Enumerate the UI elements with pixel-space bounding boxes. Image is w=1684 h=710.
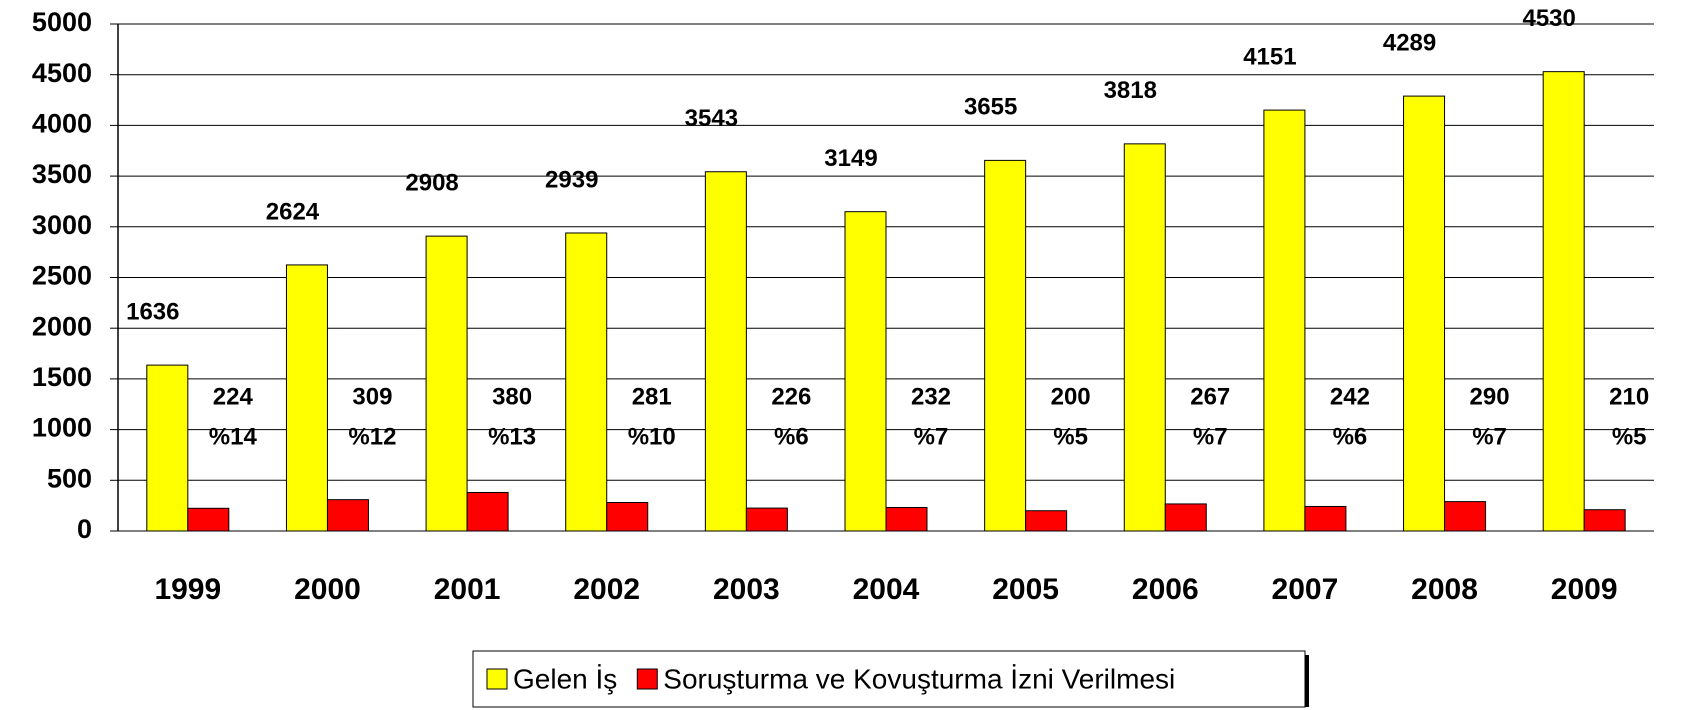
x-tick-label: 2008 (1411, 573, 1478, 606)
y-tick-label: 4500 (32, 58, 92, 88)
bar (1304, 505, 1347, 532)
value-label: 281 (632, 383, 672, 410)
value-label: 4530 (1522, 5, 1575, 32)
bar (885, 506, 928, 532)
bar (565, 232, 608, 532)
value-label: 224 (213, 383, 254, 410)
value-label: 267 (1190, 383, 1230, 410)
percent-label: %7 (1193, 423, 1228, 450)
bar (606, 502, 649, 532)
y-tick-label: 2500 (32, 261, 92, 291)
value-label: 4151 (1243, 43, 1296, 70)
x-tick-label: 2003 (713, 573, 780, 606)
x-tick-label: 2001 (434, 573, 501, 606)
y-tick-label: 4000 (32, 109, 92, 139)
value-label: 380 (492, 383, 532, 410)
bar (844, 211, 887, 532)
value-label: 2908 (405, 169, 458, 196)
x-tick-label: 2004 (853, 573, 920, 606)
legend-box (472, 650, 1306, 708)
bar (1025, 510, 1068, 532)
percent-label: %6 (774, 423, 809, 450)
y-tick-label: 1000 (32, 413, 92, 443)
percent-label: %14 (209, 423, 258, 450)
percent-label: %12 (348, 423, 396, 450)
bar (704, 171, 747, 532)
legend-swatch (636, 668, 658, 690)
bar (1164, 503, 1207, 532)
value-label: 200 (1051, 383, 1091, 410)
bar (1403, 95, 1446, 532)
x-tick-label: 2007 (1272, 573, 1339, 606)
value-label: 309 (352, 383, 392, 410)
value-label: 226 (771, 383, 811, 410)
legend-swatch (486, 668, 508, 690)
bar (187, 507, 230, 532)
value-label: 2939 (545, 166, 598, 193)
value-label: 3543 (685, 105, 738, 132)
y-tick-label: 1500 (32, 362, 92, 392)
percent-label: %5 (1612, 423, 1647, 450)
value-label: 242 (1330, 383, 1370, 410)
y-tick-label: 5000 (32, 7, 92, 37)
x-tick-label: 2005 (992, 573, 1059, 606)
bar (285, 264, 328, 532)
x-tick-label: 2000 (294, 573, 361, 606)
bar (745, 507, 788, 532)
value-label: 290 (1470, 383, 1510, 410)
percent-label: %7 (914, 423, 949, 450)
bar (1263, 109, 1306, 532)
value-label: 4289 (1383, 29, 1436, 56)
bar (146, 364, 189, 532)
percent-label: %7 (1472, 423, 1507, 450)
value-label: 3818 (1104, 77, 1157, 104)
value-label: 1636 (126, 298, 179, 325)
x-tick-label: 1999 (154, 573, 221, 606)
bar (466, 491, 509, 532)
y-tick-label: 3500 (32, 159, 92, 189)
y-tick-label: 3000 (32, 210, 92, 240)
y-tick-label: 500 (47, 463, 92, 493)
value-label: 3149 (824, 145, 877, 172)
y-tick-label: 2000 (32, 311, 92, 341)
bar (1123, 143, 1166, 532)
bar (1542, 71, 1585, 532)
x-tick-label: 2002 (573, 573, 640, 606)
percent-label: %10 (628, 423, 676, 450)
value-label: 210 (1609, 383, 1649, 410)
percent-label: %5 (1053, 423, 1088, 450)
value-label: 3655 (964, 94, 1017, 121)
x-tick-label: 2009 (1551, 573, 1618, 606)
value-label: 232 (911, 383, 951, 410)
legend-label: Soruşturma ve Kovuşturma İzni Verilmesi (663, 663, 1175, 694)
percent-label: %13 (488, 423, 536, 450)
legend-label: Gelen İş (513, 663, 617, 694)
y-tick-label: 0 (77, 514, 92, 544)
percent-label: %6 (1333, 423, 1368, 450)
bar (425, 235, 468, 532)
bar (1444, 501, 1487, 532)
bar (984, 159, 1027, 532)
bar (326, 499, 369, 532)
bar (1583, 509, 1626, 532)
x-tick-label: 2006 (1132, 573, 1199, 606)
value-label: 2624 (266, 198, 320, 225)
